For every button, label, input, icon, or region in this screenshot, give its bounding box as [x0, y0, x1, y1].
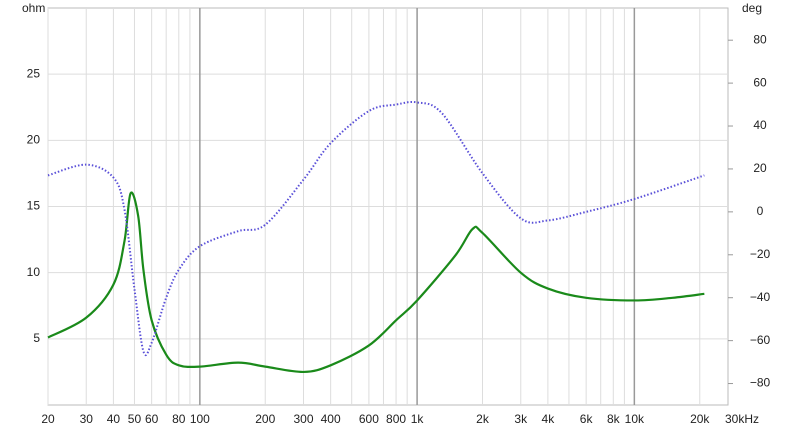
x-tick-label: 10k — [625, 412, 645, 426]
x-tick-label: 60 — [145, 412, 159, 426]
x-tick-label: 6k — [580, 412, 594, 426]
x-tick-label: 2k — [476, 412, 490, 426]
y2-tick-label: 20 — [753, 161, 767, 175]
y2-tick-label: 40 — [753, 118, 767, 132]
y2-axis-label: deg — [742, 1, 762, 15]
y-tick-label: 25 — [27, 66, 41, 80]
x-tick-label: 200 — [255, 412, 275, 426]
x-tick-label: 4k — [542, 412, 556, 426]
y-axis-label: ohm — [22, 1, 45, 15]
x-tick-label: 800 — [386, 412, 406, 426]
x-tick-label: 40 — [107, 412, 121, 426]
x-tick-label: 400 — [321, 412, 341, 426]
series-line — [47, 100, 705, 357]
x-tick-label: 80 — [172, 412, 186, 426]
x-tick-label: 1k — [411, 412, 425, 426]
y-tick-label: 10 — [27, 265, 41, 279]
y2-tick-label: −60 — [750, 333, 771, 347]
x-tick-label: 20k — [690, 412, 710, 426]
x-tick-label: 50 — [128, 412, 142, 426]
series-line — [47, 191, 705, 374]
y2-tick-label: −80 — [750, 376, 771, 390]
y-tick-label: 5 — [33, 331, 40, 345]
x-tick-label: 8k — [607, 412, 621, 426]
x-tick-label: 3k — [514, 412, 528, 426]
x-tick-label: 300 — [293, 412, 313, 426]
x-tick-label: 600 — [359, 412, 379, 426]
x-tick-label: 20 — [41, 412, 55, 426]
x-tick-label: 30 — [80, 412, 94, 426]
y-tick-label: 20 — [27, 133, 41, 147]
y2-tick-label: −40 — [750, 290, 771, 304]
x-tick-label: 100 — [190, 412, 210, 426]
x-tick-label: 30kHz — [725, 412, 759, 426]
y2-tick-label: −20 — [750, 247, 771, 261]
y-tick-label: 15 — [27, 199, 41, 213]
y2-tick-label: 60 — [753, 75, 767, 89]
y2-tick-label: 80 — [753, 32, 767, 46]
y2-tick-label: 0 — [757, 204, 764, 218]
